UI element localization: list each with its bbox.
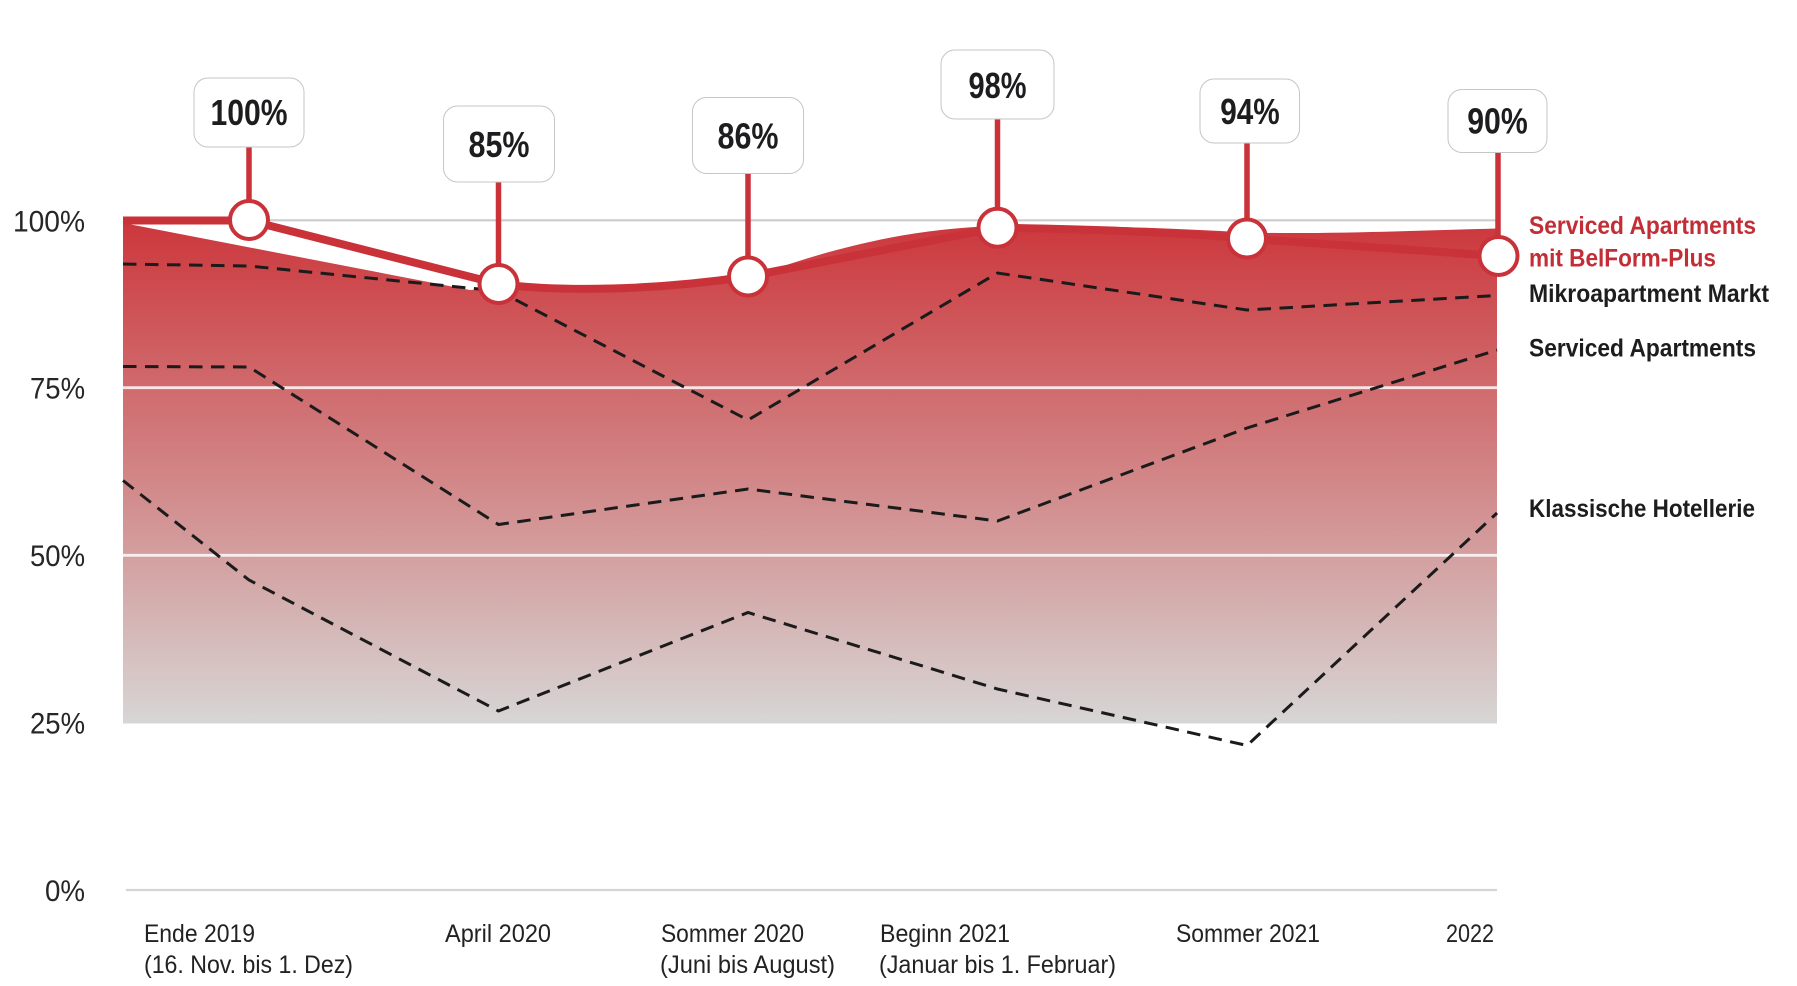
svg-text:(Juni bis August): (Juni bis August): [660, 951, 835, 979]
svg-text:Serviced Apartments: Serviced Apartments: [1529, 335, 1756, 363]
svg-text:2022: 2022: [1446, 920, 1494, 948]
svg-text:April 2020: April 2020: [445, 920, 551, 948]
svg-text:Sommer 2021: Sommer 2021: [1176, 920, 1320, 948]
svg-text:Mikroapartment Markt: Mikroapartment Markt: [1529, 280, 1770, 308]
svg-text:Ende 2019: Ende 2019: [144, 920, 255, 948]
svg-text:Beginn 2021: Beginn 2021: [880, 920, 1010, 948]
svg-text:Serviced Apartments: Serviced Apartments: [1529, 212, 1756, 240]
svg-text:94%: 94%: [1220, 91, 1280, 132]
svg-text:100%: 100%: [13, 205, 85, 238]
svg-text:(16. Nov. bis 1. Dez): (16. Nov. bis 1. Dez): [144, 951, 353, 979]
svg-text:75%: 75%: [30, 373, 85, 406]
svg-text:mit BelForm-Plus: mit BelForm-Plus: [1529, 244, 1716, 272]
svg-text:98%: 98%: [969, 65, 1027, 106]
svg-text:100%: 100%: [211, 92, 288, 133]
svg-text:25%: 25%: [30, 708, 85, 741]
svg-text:0%: 0%: [45, 875, 85, 908]
svg-text:50%: 50%: [30, 540, 85, 573]
svg-text:90%: 90%: [1467, 101, 1528, 142]
svg-text:Klassische Hotellerie: Klassische Hotellerie: [1529, 495, 1755, 523]
svg-text:(Januar bis 1. Februar): (Januar bis 1. Februar): [879, 951, 1116, 979]
svg-text:86%: 86%: [718, 116, 779, 157]
svg-text:85%: 85%: [469, 124, 530, 165]
svg-text:Sommer 2020: Sommer 2020: [661, 920, 804, 948]
